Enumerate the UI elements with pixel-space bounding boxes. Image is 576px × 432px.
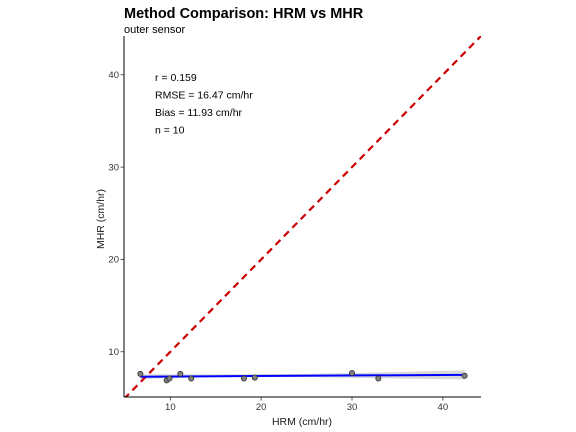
x-tick-label: 40 [438,402,449,413]
data-point [177,370,184,377]
data-point [375,375,382,382]
stats-annotation: Bias = 11.93 cm/hr [155,107,243,119]
plot-area: 10 20 30 40 10 20 30 40 r = 0.159 RMSE = 16.47 cm… [108,36,481,413]
data-point [240,375,247,382]
chart-title: Method Comparison: HRM vs MHR [124,6,364,22]
data-point [461,372,468,379]
y-axis-label: MHR (cm/hr) [95,189,107,249]
data-point [251,374,258,381]
data-point [188,375,195,382]
y-tick-label: 30 [108,162,119,173]
x-tick-label: 30 [347,402,358,413]
x-tick-label: 10 [165,402,176,413]
y-tick-label: 10 [108,347,119,358]
data-point [166,375,173,382]
x-tick-label: 20 [256,402,267,413]
x-axis-label: HRM (cm/hr) [272,416,332,428]
fit-line [140,373,465,378]
stats-annotation: RMSE = 16.47 cm/hr [155,90,253,102]
data-point [137,370,144,377]
data-point [349,369,356,376]
stats-annotation: r = 0.159 [155,72,197,84]
chart-subtitle: outer sensor [124,24,185,36]
identity-line [124,36,481,397]
stats-annotation: n = 10 [155,125,185,137]
y-tick-label: 20 [108,255,119,266]
y-tick-label: 40 [108,70,119,81]
